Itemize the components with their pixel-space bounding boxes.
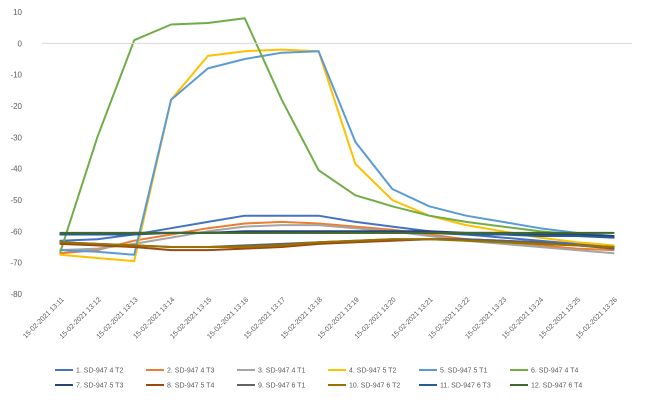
y-tick-label: 10 [13,8,22,17]
series-line-1 [59,214,615,248]
y-tick-label: -80 [10,290,22,299]
series-line-3 [59,224,615,255]
legend-label: 1. SD-947 4 T2 [76,368,123,375]
legend-label: 2. SD-947 4 T3 [167,368,214,375]
y-tick-label: -60 [10,227,22,236]
legend-label: 6. SD-947 4 T4 [531,368,578,375]
y-tick-label: 0 [18,39,23,48]
legend-label: 8. SD-947 5 T4 [167,383,214,390]
legend-label: 5. SD-947 5 T1 [440,368,487,375]
y-tick-label: -30 [10,133,22,142]
plot-area [59,17,615,263]
legend-label: 11. SD-947 6 T3 [440,383,491,390]
y-tick-label: -40 [10,165,22,174]
y-tick-label: -20 [10,102,22,111]
legend-label: 12. SD-947 6 T4 [531,383,582,390]
legend-label: 10. SD-947 6 T2 [349,383,400,390]
y-tick-label: -10 [10,71,22,80]
legend-label: 4. SD-947 5 T2 [349,368,396,375]
legend: 1. SD-947 4 T2 2. SD-947 4 T3 3. SD-947 4 … [55,368,582,390]
legend-label: 9. SD-947 6 T1 [258,383,305,390]
series-line-10 [59,238,615,248]
series-line-5 [59,50,615,256]
y-tick-label: -70 [10,259,22,268]
series-line-6 [59,17,615,253]
x-tick-label: 15-02-2021 13:26 [575,296,619,340]
y-tick-label: -50 [10,196,22,205]
y-axis: 10 0 -10 -20 -30 -40 -50 -60 -70 -80 [10,8,22,299]
legend-label: 3. SD-947 4 T1 [258,368,305,375]
legend-label: 7. SD-947 5 T3 [76,383,123,390]
